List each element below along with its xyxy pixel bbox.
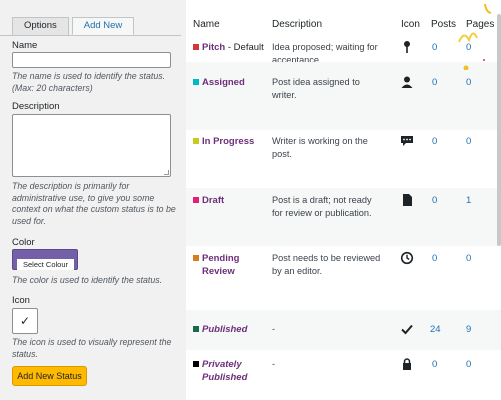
status-name[interactable]: Pitch - Default: [202, 42, 264, 53]
status-color-swatch: [193, 255, 199, 261]
status-color-swatch: [193, 197, 199, 203]
table-row[interactable]: Published - 24 9: [186, 310, 501, 350]
tab-add-new[interactable]: Add New: [71, 17, 135, 35]
color-label: Color: [12, 237, 35, 248]
pushpin-icon: [404, 41, 410, 53]
table-row[interactable]: Privately Published - 0 0: [186, 350, 501, 400]
color-help-text: The color is used to identify the status…: [12, 275, 163, 285]
posts-count[interactable]: 0: [432, 253, 438, 264]
name-input[interactable]: [12, 52, 171, 68]
highlight-scribble-icon: [458, 3, 492, 70]
status-color-swatch: [193, 44, 199, 50]
resize-handle-icon[interactable]: [164, 170, 169, 175]
description-label: Description: [12, 101, 60, 112]
checkmark-icon: [401, 324, 413, 335]
table-row[interactable]: Pending Review Post needs to be reviewed…: [186, 246, 501, 310]
posts-count[interactable]: 24: [430, 324, 441, 335]
icon-help-text: The icon is used to visually represent t…: [12, 337, 172, 359]
color-picker-button[interactable]: Select Colour: [12, 249, 78, 270]
status-description: Post needs to be reviewed by an editor.: [272, 253, 381, 276]
name-label: Name: [12, 40, 38, 51]
status-description: -: [272, 324, 276, 334]
table-row[interactable]: In Progress Writer is working on the pos…: [186, 130, 501, 188]
posts-count[interactable]: 0: [432, 195, 438, 206]
column-header-posts[interactable]: Posts: [431, 19, 457, 30]
icon-label: Icon: [12, 295, 30, 306]
description-textarea[interactable]: [12, 114, 171, 177]
clock-icon: [400, 251, 414, 265]
checkmark-icon: ✓: [19, 314, 31, 328]
tab-divider: [0, 35, 181, 36]
status-color-swatch: [193, 138, 199, 144]
status-color-swatch: [193, 326, 199, 332]
status-description: Writer is working on the post.: [272, 136, 368, 159]
status-description: -: [272, 359, 276, 369]
column-header-description[interactable]: Description: [272, 19, 323, 30]
posts-count[interactable]: 0: [432, 77, 438, 88]
status-description: Idea proposed; waiting for acceptance.: [272, 42, 378, 65]
tab-options[interactable]: Options: [12, 17, 69, 35]
posts-count[interactable]: 0: [432, 359, 438, 370]
table-row[interactable]: Pitch - Default Idea proposed; waiting f…: [186, 34, 501, 74]
select-colour-label: Select Colour: [17, 259, 74, 270]
scrollbar[interactable]: [497, 14, 501, 246]
table-header: Name Description Icon Posts Pages: [186, 0, 501, 44]
add-new-status-button[interactable]: Add New Status: [12, 366, 87, 386]
status-color-swatch: [193, 79, 199, 85]
column-header-pages[interactable]: Pages: [466, 19, 495, 30]
pages-count[interactable]: 0: [466, 77, 472, 88]
status-name[interactable]: In Progress: [202, 136, 255, 147]
pages-count[interactable]: 1: [466, 195, 472, 206]
status-color-swatch: [193, 361, 199, 367]
table-row[interactable]: Draft Post is a draft; not ready for rev…: [186, 188, 501, 246]
column-header-icon[interactable]: Icon: [401, 19, 420, 30]
status-name[interactable]: Published: [202, 324, 248, 335]
icon-picker-button[interactable]: ✓: [12, 308, 38, 334]
document-icon: [403, 194, 412, 206]
lock-icon: [403, 358, 411, 370]
name-help-text: The name is used to identify the status.…: [12, 71, 166, 93]
status-name[interactable]: Privately Published: [202, 359, 248, 383]
speech-bubble-icon: [401, 136, 413, 146]
status-name[interactable]: Assigned: [202, 77, 245, 88]
description-help-text: The description is primarily for adminis…: [12, 181, 176, 226]
pages-count[interactable]: 0: [466, 42, 472, 53]
column-header-name[interactable]: Name: [193, 19, 220, 30]
tab-bar: Options Add New: [12, 17, 137, 35]
add-status-panel: Options Add New Name The name is used to…: [0, 0, 181, 400]
posts-count[interactable]: 0: [432, 42, 438, 53]
status-description: Post idea assigned to writer.: [272, 77, 360, 100]
status-description: Post is a draft; not ready for review or…: [272, 195, 372, 218]
pages-count[interactable]: 0: [466, 136, 472, 147]
status-table: Name Description Icon Posts Pages Pitch …: [186, 0, 501, 400]
posts-count[interactable]: 0: [432, 136, 438, 147]
table-row[interactable]: Assigned Post idea assigned to writer. 0…: [186, 62, 501, 130]
status-name[interactable]: Pending Review: [202, 253, 240, 277]
status-name[interactable]: Draft: [202, 195, 225, 206]
pages-count[interactable]: 0: [466, 253, 472, 264]
pages-count[interactable]: 0: [466, 359, 472, 370]
user-icon: [401, 76, 413, 88]
pages-count[interactable]: 9: [466, 324, 472, 335]
